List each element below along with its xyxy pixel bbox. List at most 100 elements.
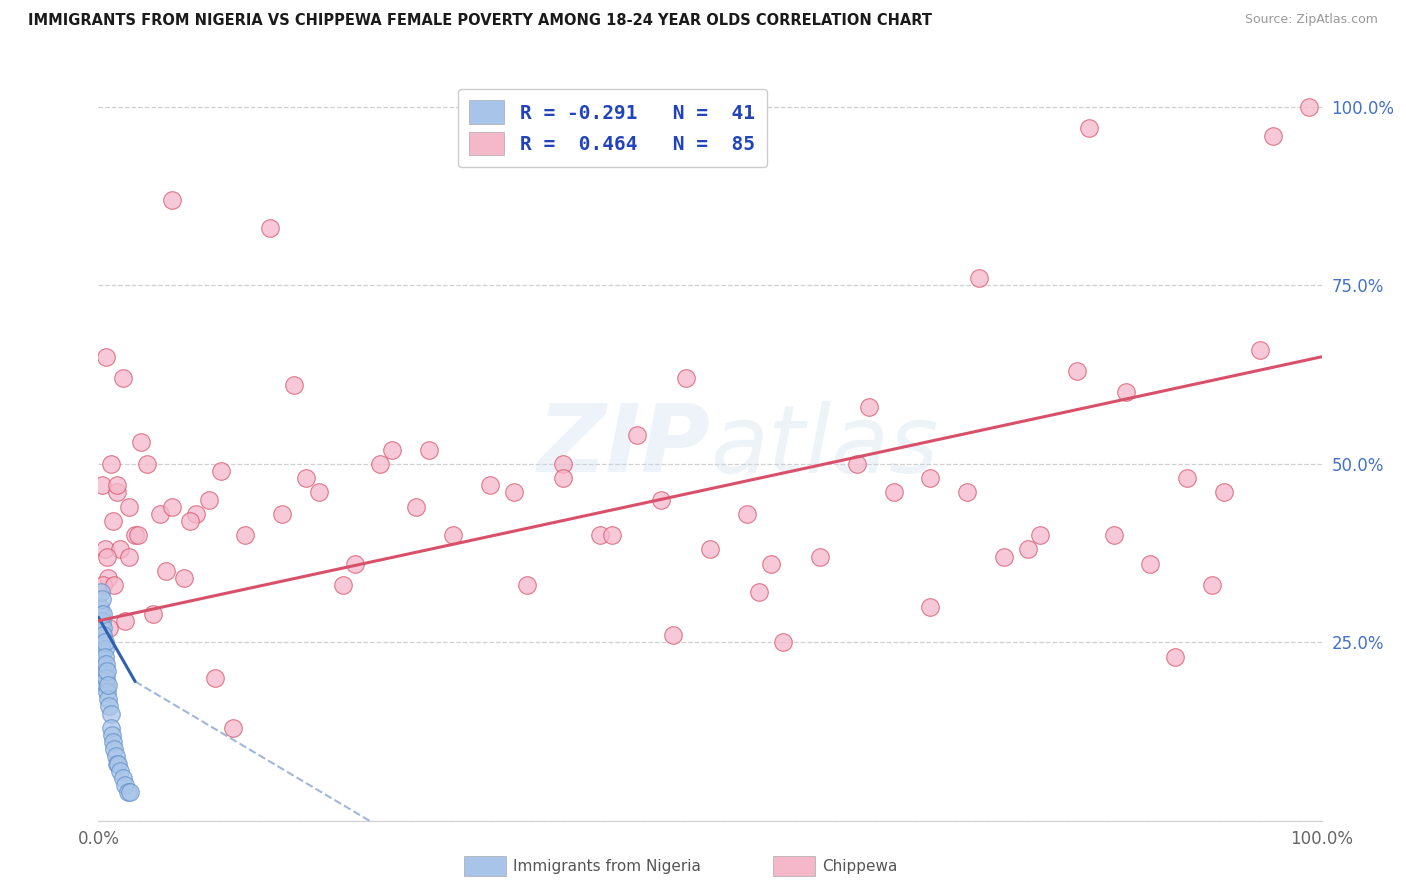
Point (650, 492, 672, 507)
Text: ZIP: ZIP (537, 400, 710, 492)
Point (179, 514, 201, 528)
Point (209, 464, 232, 478)
Point (90, 642, 112, 657)
Point (204, 671, 226, 685)
Point (90, 621, 112, 635)
Text: Immigrants from Nigeria: Immigrants from Nigeria (513, 859, 702, 873)
Point (91, 628, 114, 642)
Point (1249, 343, 1271, 357)
Point (93, 649, 115, 664)
Point (381, 442, 404, 457)
Point (93, 635, 115, 649)
Point (149, 507, 172, 521)
Point (478, 478, 501, 492)
Point (90, 585, 112, 599)
Point (662, 628, 685, 642)
Point (845, 457, 868, 471)
Point (553, 471, 575, 485)
Point (93, 664, 115, 678)
Point (993, 549, 1015, 564)
Point (441, 528, 464, 542)
Point (283, 378, 305, 392)
Point (118, 549, 141, 564)
Point (94, 657, 117, 671)
Point (186, 507, 208, 521)
Point (1066, 364, 1088, 378)
Point (91, 628, 114, 642)
Point (124, 528, 146, 542)
Point (97, 678, 120, 692)
Point (98, 621, 121, 635)
Point (91, 635, 114, 649)
Point (105, 485, 128, 500)
Point (173, 571, 195, 585)
Point (91, 657, 114, 671)
Point (129, 435, 152, 450)
Text: atlas: atlas (710, 401, 938, 491)
Point (96, 664, 118, 678)
Point (883, 485, 905, 500)
Point (295, 471, 318, 485)
Point (93, 642, 115, 657)
Point (104, 749, 127, 764)
Point (1139, 557, 1161, 571)
Text: Source: ZipAtlas.com: Source: ZipAtlas.com (1244, 13, 1378, 27)
Point (110, 542, 132, 557)
Point (503, 485, 526, 500)
Point (1115, 385, 1137, 400)
Point (96, 549, 118, 564)
Point (405, 500, 427, 514)
Point (100, 721, 122, 735)
Point (101, 735, 124, 749)
Point (94, 671, 117, 685)
Point (1078, 121, 1101, 136)
Point (920, 599, 942, 614)
Point (808, 549, 831, 564)
Point (110, 764, 132, 778)
Point (675, 371, 697, 385)
Point (89, 635, 111, 649)
Point (98, 699, 121, 714)
Point (142, 607, 165, 621)
Point (1017, 542, 1039, 557)
Point (136, 457, 159, 471)
Point (117, 785, 139, 799)
Point (105, 756, 128, 771)
Point (308, 485, 330, 500)
Point (91, 578, 114, 592)
Point (89, 614, 111, 628)
Point (155, 564, 177, 578)
Point (735, 507, 758, 521)
Point (111, 771, 134, 785)
Point (93, 542, 115, 557)
Point (197, 492, 219, 507)
Point (1298, 100, 1320, 114)
Point (1201, 578, 1223, 592)
Point (160, 500, 183, 514)
Point (589, 528, 612, 542)
Point (100, 457, 122, 471)
Text: Chippewa: Chippewa (823, 859, 898, 873)
Point (858, 400, 880, 414)
Text: IMMIGRANTS FROM NIGERIA VS CHIPPEWA FEMALE POVERTY AMONG 18-24 YEAR OLDS CORRELA: IMMIGRANTS FROM NIGERIA VS CHIPPEWA FEMA… (28, 13, 932, 29)
Point (772, 635, 794, 649)
Point (118, 500, 141, 514)
Point (1164, 649, 1187, 664)
Point (114, 778, 136, 792)
Point (1102, 528, 1125, 542)
Point (91, 607, 114, 621)
Point (748, 585, 770, 599)
Point (626, 428, 648, 442)
Point (97, 571, 120, 585)
Point (920, 471, 942, 485)
Point (91, 649, 114, 664)
Point (1261, 128, 1284, 143)
Point (418, 442, 440, 457)
Point (956, 485, 979, 500)
Point (97, 692, 120, 706)
Point (515, 578, 537, 592)
Point (91, 592, 114, 607)
Point (111, 371, 134, 385)
Point (160, 193, 183, 207)
Point (1175, 471, 1198, 485)
